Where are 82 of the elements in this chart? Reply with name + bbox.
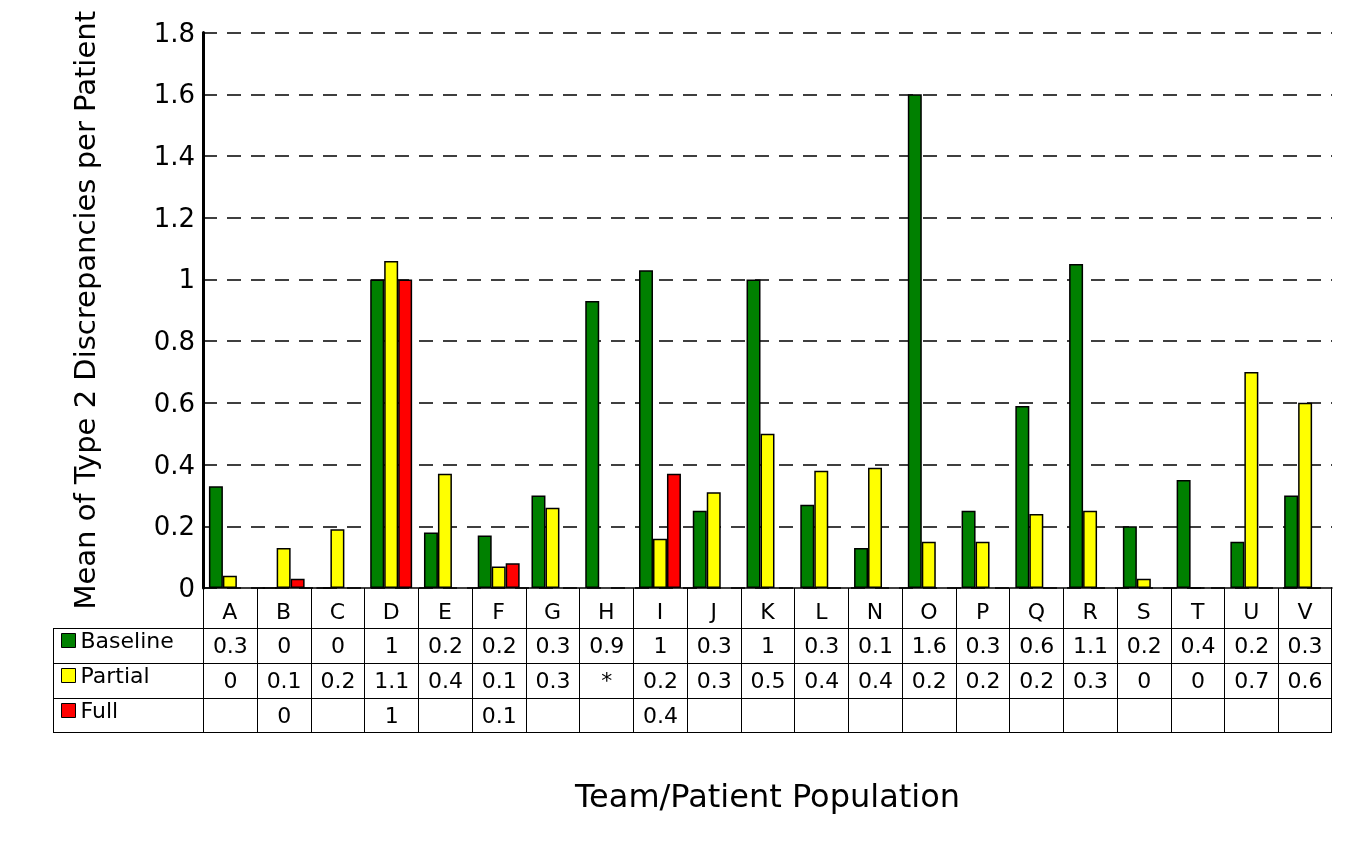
data-label: 0: [1170, 663, 1225, 698]
data-label: 0.2: [1224, 628, 1279, 663]
y-tick-label: 1.4: [153, 140, 195, 171]
y-tick-label: 0: [178, 573, 195, 603]
x-tick-label: U: [1243, 598, 1260, 624]
x-tick-label: J: [708, 598, 717, 624]
text: *: [601, 668, 613, 693]
data-label: 0.3: [1063, 663, 1117, 698]
data-label: 0.3: [686, 628, 741, 663]
x-tick-label: D: [382, 598, 400, 624]
x-tick-label: Q: [1027, 598, 1045, 624]
data-label: 0.2: [901, 663, 956, 698]
x-tick-label: E: [437, 598, 452, 624]
data-label: 1: [633, 628, 687, 663]
data-label: 0.3: [525, 628, 580, 663]
x-tick-label: T: [1189, 598, 1205, 624]
data-label: 0.4: [418, 663, 472, 698]
data-label: 0.6: [1009, 628, 1064, 663]
y-tick-label: 0.8: [153, 326, 195, 357]
x-tick-label: B: [276, 598, 292, 624]
x-tick-label: N: [866, 598, 884, 624]
data-label: 0.3: [203, 628, 257, 663]
x-tick-label: I: [656, 598, 664, 624]
x-tick-label: K: [760, 598, 776, 624]
x-tick-label: F: [492, 598, 506, 624]
data-label: 0.4: [1170, 628, 1225, 663]
x-axis-title: Team/Patient Population: [573, 777, 961, 815]
data-label: 1.1: [364, 663, 419, 698]
legend-label: Partial: [80, 663, 150, 688]
data-label: 0: [1116, 663, 1171, 698]
x-tick-label: G: [543, 598, 561, 624]
data-label: 0.2: [1009, 663, 1064, 698]
x-tick-label: V: [1297, 598, 1313, 624]
y-tick-label: 1.2: [153, 202, 195, 233]
data-label: 0.1: [256, 663, 311, 698]
data-label: 1.1: [1063, 628, 1117, 663]
x-tick-label: S: [1136, 598, 1151, 624]
data-label: 0.3: [955, 628, 1010, 663]
x-tick-label: O: [920, 598, 938, 624]
data-label: 0: [256, 698, 311, 733]
data-label: 0: [256, 628, 311, 663]
data-label: 0.1: [471, 698, 526, 733]
data-label: 0.2: [310, 663, 365, 698]
data-label: 0: [310, 628, 365, 663]
data-label: 0.5: [740, 663, 795, 698]
data-label: 0.2: [471, 628, 526, 663]
data-label: 0.7: [1224, 663, 1279, 698]
data-label: 0.3: [686, 663, 741, 698]
y-tick-label: 1: [178, 264, 195, 295]
x-tick-label: H: [597, 598, 615, 624]
data-label: 0.1: [848, 628, 902, 663]
data-label: 0.2: [955, 663, 1010, 698]
x-tick-label: A: [222, 598, 238, 624]
data-label: 0.2: [1116, 628, 1171, 663]
data-label: 0.4: [794, 663, 849, 698]
data-label: 0.6: [1278, 663, 1332, 698]
data-label: 0.9: [579, 628, 634, 663]
x-tick-label: P: [975, 598, 990, 624]
data-label: 0.2: [418, 628, 472, 663]
x-tick-label: C: [329, 598, 346, 624]
data-label: 1: [364, 698, 419, 733]
data-label: 0.1: [471, 663, 526, 698]
x-tick-label: L: [815, 598, 829, 624]
x-tick-label: R: [1082, 598, 1098, 624]
data-label: 0: [203, 663, 257, 698]
y-tick-label: 0.2: [153, 511, 195, 542]
data-label: 1: [740, 628, 795, 663]
data-label: 0.4: [848, 663, 902, 698]
data-label: 0.3: [525, 663, 580, 698]
data-label: 0.3: [1278, 628, 1332, 663]
data-label: 1.6: [901, 628, 956, 663]
y-tick-label: 0.6: [153, 387, 195, 418]
legend-label: Baseline: [80, 628, 174, 653]
data-label: 1: [364, 628, 419, 663]
y-tick-label: 0.4: [153, 449, 195, 480]
y-tick-label: 1.6: [153, 79, 195, 110]
legend-label: Full: [80, 698, 119, 723]
y-axis-title: Mean of Type 2 Discrepancies per Patient: [68, 10, 102, 610]
data-label: 0.2: [633, 663, 687, 698]
data-label: 0.4: [633, 698, 687, 733]
data-label: 0.3: [794, 628, 849, 663]
y-tick-label: 1.8: [153, 17, 195, 48]
